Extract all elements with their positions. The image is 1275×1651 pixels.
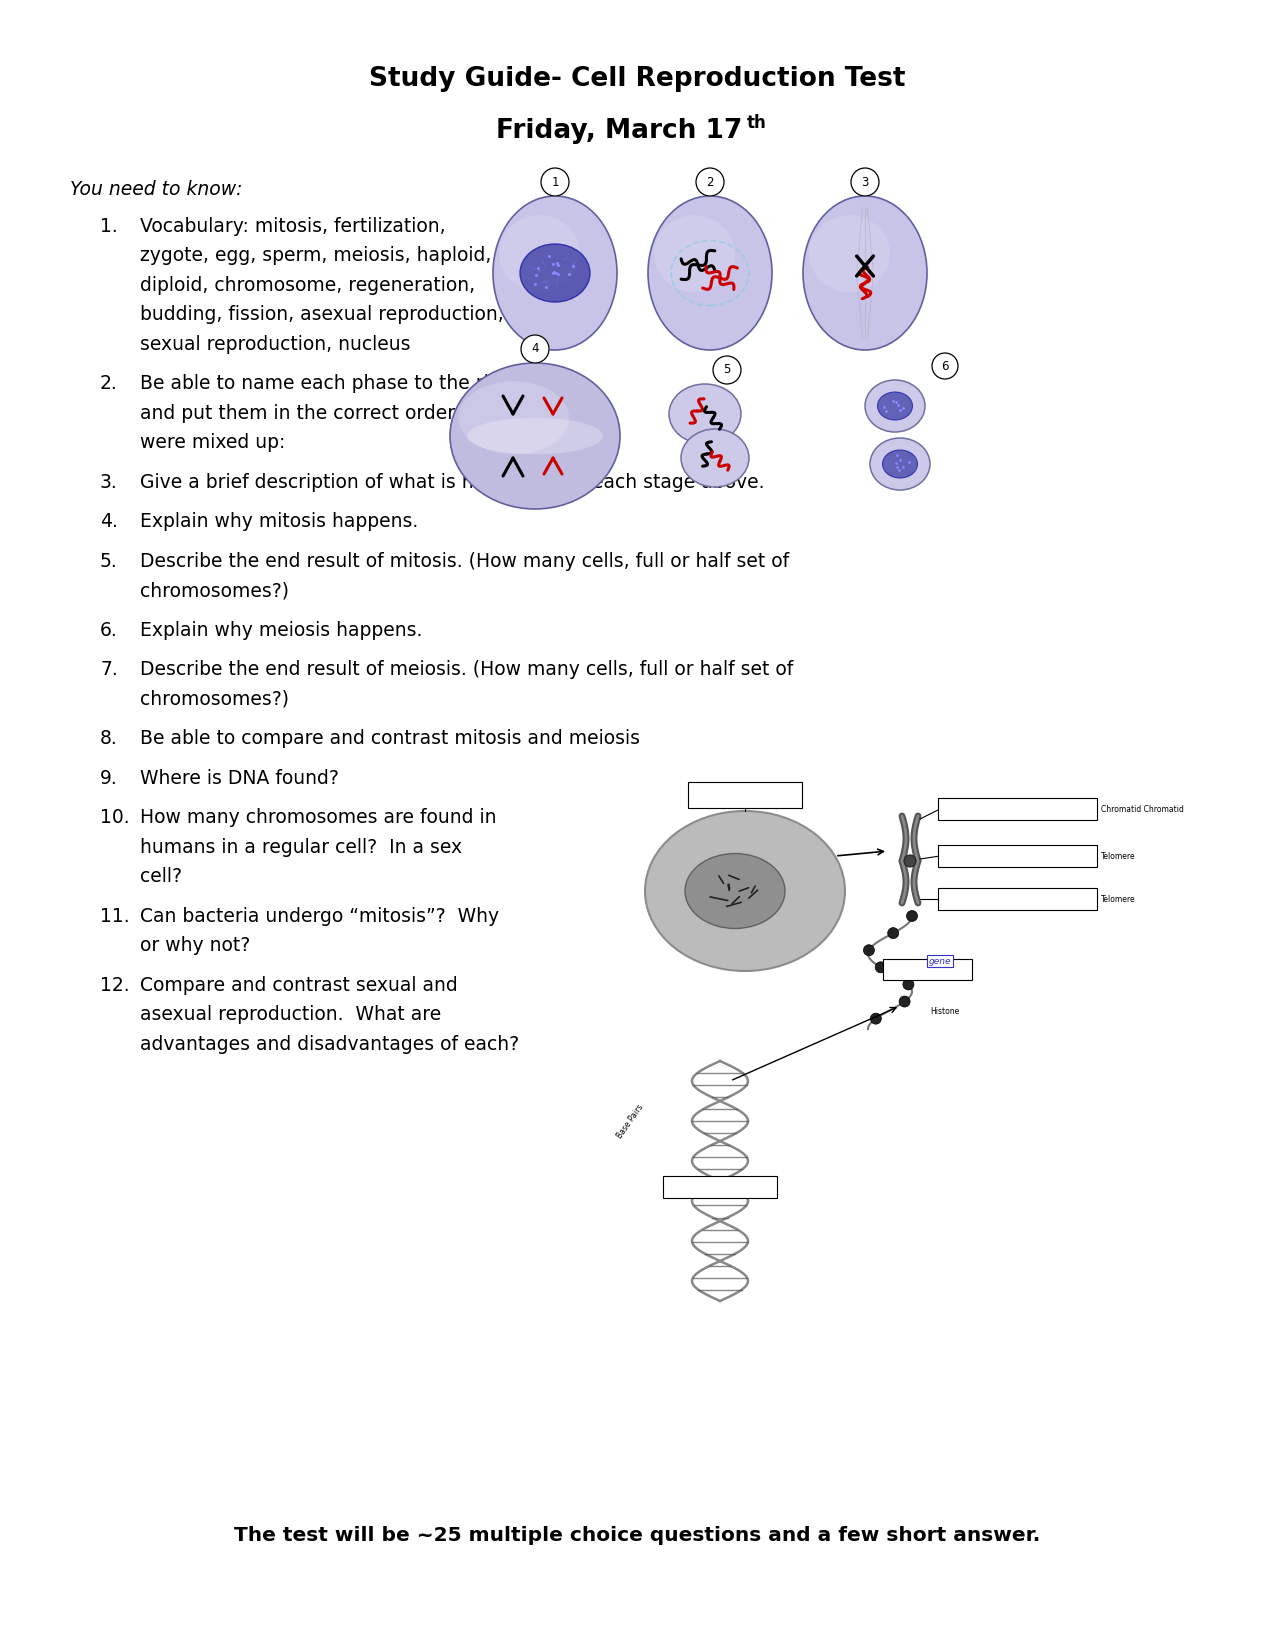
- Text: How many chromosomes are found in: How many chromosomes are found in: [140, 809, 496, 827]
- Circle shape: [521, 335, 550, 363]
- FancyBboxPatch shape: [688, 783, 802, 807]
- Text: budding, fission, asexual reproduction,: budding, fission, asexual reproduction,: [140, 305, 504, 325]
- Text: cell?: cell?: [140, 867, 182, 887]
- Text: Histone: Histone: [929, 1007, 959, 1015]
- Text: Explain why mitosis happens.: Explain why mitosis happens.: [140, 512, 418, 532]
- Text: Chromatid Chromatid: Chromatid Chromatid: [1102, 804, 1184, 814]
- Circle shape: [899, 996, 910, 1007]
- Ellipse shape: [669, 385, 741, 444]
- Text: Be able to name each phase to the right: Be able to name each phase to the right: [140, 375, 520, 393]
- Circle shape: [850, 168, 878, 196]
- Circle shape: [871, 1014, 881, 1024]
- Text: 10.: 10.: [99, 809, 130, 827]
- Ellipse shape: [450, 363, 620, 509]
- Ellipse shape: [877, 391, 913, 419]
- Text: 5: 5: [723, 363, 731, 376]
- Text: 9.: 9.: [99, 769, 117, 788]
- Text: Compare and contrast sexual and: Compare and contrast sexual and: [140, 976, 458, 996]
- FancyBboxPatch shape: [938, 845, 1096, 867]
- Text: Vocabulary: mitosis, fertilization,: Vocabulary: mitosis, fertilization,: [140, 216, 446, 236]
- Text: th: th: [747, 114, 766, 132]
- Circle shape: [863, 944, 875, 956]
- FancyBboxPatch shape: [938, 797, 1096, 821]
- Ellipse shape: [520, 244, 590, 302]
- Circle shape: [713, 357, 741, 385]
- Text: Be able to compare and contrast mitosis and meiosis: Be able to compare and contrast mitosis …: [140, 730, 640, 748]
- Text: The test will be ~25 multiple choice questions and a few short answer.: The test will be ~25 multiple choice que…: [235, 1526, 1040, 1545]
- Ellipse shape: [459, 381, 569, 454]
- Text: 3.: 3.: [99, 472, 117, 492]
- Text: 6.: 6.: [99, 621, 117, 641]
- Text: Describe the end result of mitosis. (How many cells, full or half set of: Describe the end result of mitosis. (How…: [140, 551, 789, 571]
- Text: 1.: 1.: [99, 216, 117, 236]
- Text: chromosomes?): chromosomes?): [140, 690, 289, 708]
- Text: Telomere: Telomere: [1102, 852, 1136, 860]
- Circle shape: [907, 910, 918, 921]
- Ellipse shape: [681, 429, 748, 487]
- Text: You need to know:: You need to know:: [70, 180, 242, 200]
- Text: Describe the end result of meiosis. (How many cells, full or half set of: Describe the end result of meiosis. (How…: [140, 660, 793, 680]
- Text: 4: 4: [532, 342, 539, 355]
- Text: or why not?: or why not?: [140, 936, 250, 956]
- Text: 3: 3: [862, 175, 868, 188]
- Text: 7.: 7.: [99, 660, 117, 680]
- Ellipse shape: [645, 811, 845, 971]
- Text: Give a brief description of what is happening at each stage above.: Give a brief description of what is happ…: [140, 472, 765, 492]
- Text: 11.: 11.: [99, 906, 130, 926]
- Circle shape: [887, 928, 899, 939]
- Text: and put them in the correct order if they: and put them in the correct order if the…: [140, 404, 520, 423]
- FancyBboxPatch shape: [663, 1176, 776, 1199]
- Circle shape: [696, 168, 724, 196]
- Text: 1: 1: [551, 175, 558, 188]
- Circle shape: [903, 979, 914, 991]
- Text: 5.: 5.: [99, 551, 117, 571]
- Text: 2: 2: [706, 175, 714, 188]
- Text: sexual reproduction, nucleus: sexual reproduction, nucleus: [140, 335, 411, 353]
- Text: zygote, egg, sperm, meiosis, haploid,: zygote, egg, sperm, meiosis, haploid,: [140, 246, 491, 266]
- Text: gene: gene: [928, 956, 951, 966]
- Text: 6: 6: [941, 360, 949, 373]
- Text: 4.: 4.: [99, 512, 117, 532]
- Text: 8.: 8.: [99, 730, 117, 748]
- Circle shape: [875, 963, 886, 972]
- FancyBboxPatch shape: [884, 959, 972, 981]
- Ellipse shape: [882, 451, 918, 479]
- Text: Study Guide- Cell Reproduction Test: Study Guide- Cell Reproduction Test: [370, 66, 905, 92]
- Ellipse shape: [803, 196, 927, 350]
- Text: Friday, March 17: Friday, March 17: [496, 117, 742, 144]
- Circle shape: [932, 353, 958, 380]
- Ellipse shape: [685, 854, 785, 928]
- Text: 12.: 12.: [99, 976, 130, 996]
- Text: chromosomes?): chromosomes?): [140, 581, 289, 601]
- Text: advantages and disadvantages of each?: advantages and disadvantages of each?: [140, 1035, 519, 1053]
- Ellipse shape: [864, 380, 924, 433]
- Ellipse shape: [810, 215, 890, 292]
- Text: asexual reproduction.  What are: asexual reproduction. What are: [140, 1005, 441, 1025]
- Text: diploid, chromosome, regeneration,: diploid, chromosome, regeneration,: [140, 276, 476, 296]
- Ellipse shape: [648, 196, 771, 350]
- Text: humans in a regular cell?  In a sex: humans in a regular cell? In a sex: [140, 839, 462, 857]
- Text: were mixed up:: were mixed up:: [140, 434, 286, 452]
- FancyBboxPatch shape: [938, 888, 1096, 910]
- Circle shape: [541, 168, 569, 196]
- Ellipse shape: [870, 438, 929, 490]
- Text: Explain why meiosis happens.: Explain why meiosis happens.: [140, 621, 422, 641]
- Ellipse shape: [500, 215, 580, 292]
- Text: Where is DNA found?: Where is DNA found?: [140, 769, 339, 788]
- Text: Base Pairs: Base Pairs: [615, 1103, 645, 1139]
- Ellipse shape: [654, 215, 734, 292]
- Text: 2.: 2.: [99, 375, 117, 393]
- Text: Can bacteria undergo “mitosis”?  Why: Can bacteria undergo “mitosis”? Why: [140, 906, 499, 926]
- Text: Telomere: Telomere: [1102, 895, 1136, 903]
- Ellipse shape: [493, 196, 617, 350]
- Ellipse shape: [467, 418, 603, 454]
- Circle shape: [904, 855, 915, 867]
